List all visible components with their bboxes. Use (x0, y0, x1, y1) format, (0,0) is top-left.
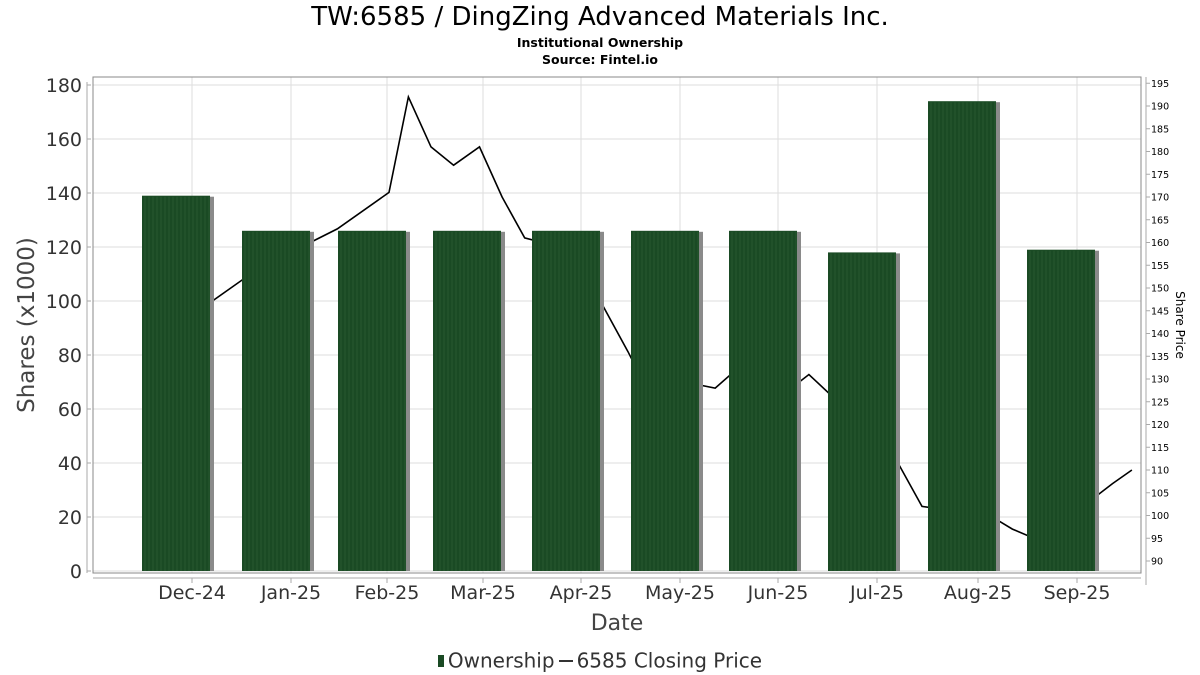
y2-tick-label: 150 (1151, 284, 1169, 295)
x-tick-label: May-25 (645, 582, 715, 604)
y2-tick-label: 110 (1151, 466, 1169, 477)
y2-tick-label: 120 (1151, 420, 1169, 431)
x-axis-label: Date (591, 611, 644, 636)
x-tick-label: Apr-25 (550, 582, 613, 604)
legend-price-label: 6585 Closing Price (576, 648, 763, 673)
x-tick-label: Sep-25 (1044, 582, 1111, 604)
y2-tick-label: 195 (1151, 79, 1169, 90)
legend-price-swatch (558, 659, 573, 662)
y2-tick-label: 155 (1151, 261, 1169, 272)
axes (86, 76, 1150, 585)
ownership-bar (928, 101, 996, 571)
chart-source: Source: Fintel.io (542, 52, 658, 67)
axis-labels: 0 20 40 60 80 100 120 140 160 180 90 95 100 105 110 115… (14, 75, 1187, 636)
y2-tick-label: 165 (1151, 215, 1169, 226)
y2-tick-label: 90 (1151, 557, 1163, 568)
x-tick-label: Aug-25 (944, 582, 1012, 604)
x-tick-label: Dec-24 (158, 582, 226, 604)
y2-tick-label: 115 (1151, 443, 1169, 454)
y2-axis-label: Share Price (1173, 291, 1187, 359)
ownership-bars (142, 101, 1099, 572)
legend: Ownership 6585 Closing Price (0, 647, 1200, 673)
y-tick-label: 20 (58, 507, 82, 529)
y-tick-label: 160 (46, 129, 82, 151)
ownership-bar (828, 252, 896, 571)
chart-title: TW:6585 / DingZing Advanced Materials In… (311, 2, 889, 32)
x-tick-label: Feb-25 (355, 582, 420, 604)
ownership-bar (242, 230, 310, 572)
x-tick-label: Jan-25 (260, 582, 321, 604)
y-axis-label: Shares (x1000) (14, 237, 40, 413)
ownership-bar (631, 230, 699, 572)
y2-tick-label: 170 (1151, 193, 1169, 204)
ownership-bar (729, 230, 797, 572)
y-tick-label: 40 (58, 453, 82, 475)
y2-tick-label: 185 (1151, 124, 1169, 135)
ownership-bar (1027, 249, 1095, 571)
ownership-bar (142, 195, 210, 571)
ownership-bar (433, 230, 501, 572)
y-tick-label: 100 (46, 291, 82, 313)
chart-subtitle: Institutional Ownership (516, 35, 684, 50)
y2-tick-label: 180 (1151, 147, 1169, 158)
y2-tick-label: 140 (1151, 329, 1169, 340)
y2-tick-label: 135 (1151, 352, 1169, 363)
plot-frame (92, 76, 1142, 574)
y2-tick-label: 130 (1151, 375, 1169, 386)
y2-tick-label: 125 (1151, 397, 1169, 408)
y2-tick-label: 175 (1151, 170, 1169, 181)
ownership-bar (532, 230, 600, 572)
y2-tick-label: 190 (1151, 102, 1169, 113)
y2-tick-label: 95 (1151, 534, 1163, 545)
ownership-bar (338, 230, 406, 572)
x-tick-label: Jul-25 (849, 582, 904, 604)
x-tick-label: Jun-25 (747, 582, 809, 604)
y2-tick-label: 105 (1151, 488, 1169, 499)
legend-ownership-swatch (437, 654, 444, 667)
y-tick-label: 0 (70, 561, 82, 583)
y2-tick-label: 145 (1151, 306, 1169, 317)
y-tick-label: 80 (58, 345, 82, 367)
y-tick-label: 120 (46, 237, 82, 259)
y-tick-label: 180 (46, 75, 82, 97)
y-tick-label: 140 (46, 183, 82, 205)
legend-ownership-label: Ownership (447, 648, 555, 673)
y2-tick-label: 160 (1151, 238, 1169, 249)
x-tick-label: Mar-25 (450, 582, 516, 604)
y2-tick-label: 100 (1151, 511, 1169, 522)
y-tick-label: 60 (58, 399, 82, 421)
